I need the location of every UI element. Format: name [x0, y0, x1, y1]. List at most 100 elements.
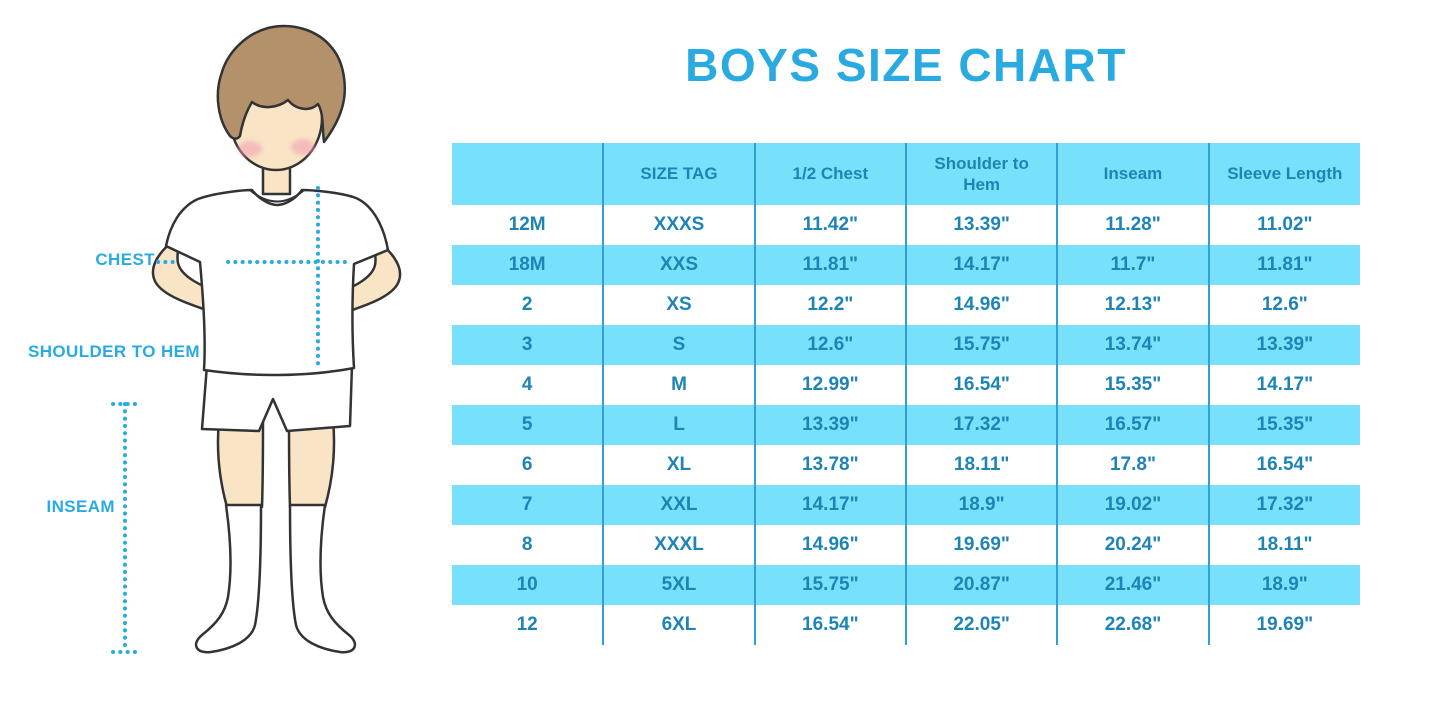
measurement-figure: CHEST SHOULDER TO HEM INSEAM — [0, 0, 450, 723]
table-cell: 13.39" — [753, 405, 906, 445]
table-cell: XXS — [602, 245, 755, 285]
table-cell: L — [602, 405, 755, 445]
table-cell: 16.54" — [904, 365, 1058, 405]
table-cell: 16.54" — [753, 605, 906, 645]
table-cell: 18.11" — [1207, 525, 1360, 565]
measurement-lines — [111, 186, 348, 654]
table-cell: 11.28" — [1056, 205, 1209, 245]
table-cell: 13.39" — [904, 205, 1058, 245]
header-half-chest: 1/2 Chest — [753, 143, 906, 205]
table-cell: 12.13" — [1056, 285, 1209, 325]
table-cell: 16.54" — [1207, 445, 1360, 485]
table-cell: 12.6" — [753, 325, 906, 365]
table-row: 2 XS 12.2" 14.96" 12.13" 12.6" — [452, 285, 1360, 325]
table-row: 6 XL 13.78" 18.11" 17.8" 16.54" — [452, 445, 1360, 485]
table-cell: 10 — [452, 565, 604, 605]
table-cell: 11.42" — [753, 205, 906, 245]
table-cell: 17.32" — [1207, 485, 1360, 525]
right-thigh — [287, 418, 336, 509]
size-table-head: SIZE TAG 1/2 Chest Shoulder to Hem Insea… — [452, 143, 1360, 205]
table-cell: XS — [602, 285, 755, 325]
table-row: 3 S 12.6" 15.75" 13.74" 13.39" — [452, 325, 1360, 365]
chest-label: CHEST — [95, 250, 155, 269]
table-cell: 12 — [452, 605, 604, 645]
header-sleeve-length: Sleeve Length — [1207, 143, 1360, 205]
table-row: 12M XXXS 11.42" 13.39" 11.28" 11.02" — [452, 205, 1360, 245]
table-cell: 13.39" — [1207, 325, 1360, 365]
table-cell: 6 — [452, 445, 604, 485]
table-cell: S — [602, 325, 755, 365]
table-cell: 17.8" — [1056, 445, 1209, 485]
table-cell: 15.35" — [1207, 405, 1360, 445]
table-cell: 22.05" — [904, 605, 1058, 645]
table-cell: 7 — [452, 485, 604, 525]
table-cell: 15.75" — [904, 325, 1058, 365]
table-cell: 22.68" — [1056, 605, 1209, 645]
header-row: SIZE TAG 1/2 Chest Shoulder to Hem Insea… — [452, 143, 1360, 205]
table-cell: XL — [602, 445, 755, 485]
table-cell: 11.02" — [1207, 205, 1360, 245]
size-table-body: 12M XXXS 11.42" 13.39" 11.28" 11.02" 18M XXS 11.… — [452, 205, 1360, 645]
table-row: 18M XXS 11.81" 14.17" 11.7" 11.81" — [452, 245, 1360, 285]
table-cell: 12.6" — [1207, 285, 1360, 325]
table-row: 10 5XL 15.75" 20.87" 21.46" 18.9" — [452, 565, 1360, 605]
table-row: 8 XXXL 14.96" 19.69" 20.24" 18.11" — [452, 525, 1360, 565]
right-sock — [288, 503, 357, 654]
table-cell: 2 — [452, 285, 604, 325]
table-cell: 6XL — [602, 605, 755, 645]
table-cell: 14.96" — [904, 285, 1058, 325]
table-cell: 19.69" — [904, 525, 1058, 565]
header-inseam: Inseam — [1056, 143, 1209, 205]
right-cheek — [291, 139, 315, 155]
table-row: 12 6XL 16.54" 22.05" 22.68" 19.69" — [452, 605, 1360, 645]
table-cell: XXXS — [602, 205, 755, 245]
table-cell: 15.75" — [753, 565, 906, 605]
table-cell: 13.74" — [1056, 325, 1209, 365]
table-cell: M — [602, 365, 755, 405]
table-cell: XXL — [602, 485, 755, 525]
table-cell: XXXL — [602, 525, 755, 565]
table-cell: 5XL — [602, 565, 755, 605]
size-table: SIZE TAG 1/2 Chest Shoulder to Hem Insea… — [452, 143, 1360, 645]
table-cell: 14.17" — [1207, 365, 1360, 405]
table-cell: 14.17" — [753, 485, 906, 525]
table-cell: 19.69" — [1207, 605, 1360, 645]
page-title: BOYS SIZE CHART — [685, 39, 1127, 91]
table-cell: 17.32" — [904, 405, 1058, 445]
header-size — [452, 143, 604, 205]
header-size-tag: SIZE TAG — [602, 143, 755, 205]
table-row: 7 XXL 14.17" 18.9" 19.02" 17.32" — [452, 485, 1360, 525]
table-cell: 21.46" — [1056, 565, 1209, 605]
table-cell: 11.81" — [1207, 245, 1360, 285]
table-cell: 12.2" — [753, 285, 906, 325]
table-cell: 20.87" — [904, 565, 1058, 605]
table-cell: 18.11" — [904, 445, 1058, 485]
table-cell: 5 — [452, 405, 604, 445]
table-cell: 20.24" — [1056, 525, 1209, 565]
table-cell: 12M — [452, 205, 604, 245]
left-sock — [194, 503, 263, 654]
table-cell: 13.78" — [753, 445, 906, 485]
table-cell: 12.99" — [753, 365, 906, 405]
shoulder-to-hem-label: SHOULDER TO HEM — [28, 342, 200, 361]
table-cell: 18.9" — [904, 485, 1058, 525]
table-row: 5 L 13.39" 17.32" 16.57" 15.35" — [452, 405, 1360, 445]
shorts — [200, 363, 354, 433]
table-cell: 4 — [452, 365, 604, 405]
table-cell: 19.02" — [1056, 485, 1209, 525]
hair — [216, 24, 346, 144]
collar-line — [250, 190, 304, 203]
table-row: 4 M 12.99" 16.54" 15.35" 14.17" — [452, 365, 1360, 405]
table-cell: 15.35" — [1056, 365, 1209, 405]
header-shoulder-to-hem: Shoulder to Hem — [904, 143, 1058, 205]
table-cell: 16.57" — [1056, 405, 1209, 445]
table-cell: 3 — [452, 325, 604, 365]
table-cell: 8 — [452, 525, 604, 565]
table-cell: 18.9" — [1207, 565, 1360, 605]
table-cell: 14.17" — [904, 245, 1058, 285]
table-cell: 11.81" — [753, 245, 906, 285]
left-cheek — [238, 141, 262, 157]
inseam-label: INSEAM — [46, 497, 115, 516]
table-cell: 18M — [452, 245, 604, 285]
